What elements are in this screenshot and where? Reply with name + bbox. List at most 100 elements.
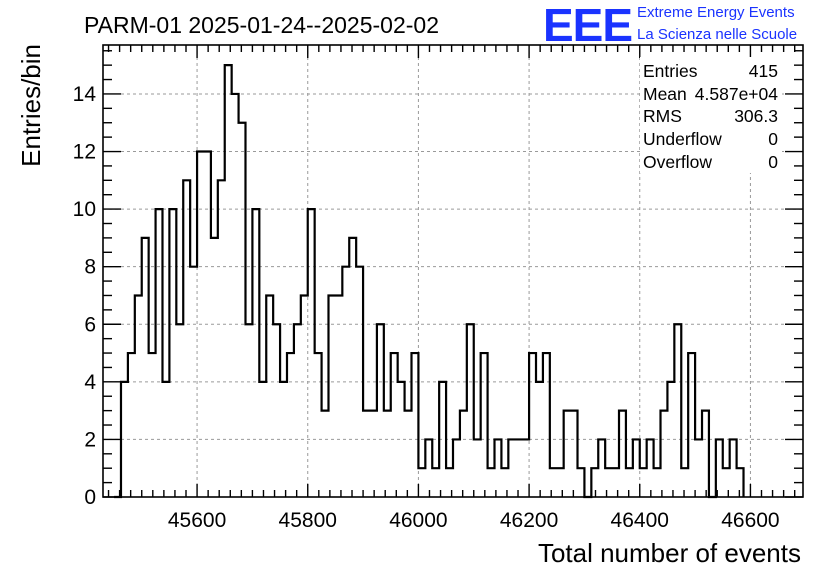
histogram-bin <box>564 411 571 497</box>
histogram-bin <box>508 439 515 497</box>
stat-overflow-value: 0 <box>768 152 778 172</box>
histogram-bin <box>273 324 280 497</box>
histogram-bin <box>453 439 460 497</box>
stat-entries-label: Entries <box>643 61 698 81</box>
histogram-bin <box>418 468 425 497</box>
histogram-bin <box>342 267 349 497</box>
logo-line-1: Extreme Energy Events <box>637 4 795 21</box>
histogram-bin <box>280 382 287 497</box>
histogram-bin <box>481 353 488 497</box>
y-tick-label: 14 <box>73 83 97 106</box>
stat-rms-value: 306.3 <box>734 106 778 126</box>
histogram-bin <box>356 267 363 497</box>
histogram-bin <box>142 238 149 497</box>
x-tick-label: 45800 <box>279 509 337 532</box>
histogram-bin <box>370 411 377 497</box>
stat-entries-value: 415 <box>749 61 778 81</box>
histogram-bin <box>197 152 204 497</box>
histogram-outline <box>114 64 745 499</box>
x-tick-label: 45600 <box>168 509 226 532</box>
histogram-bin <box>322 411 329 497</box>
histogram-bin <box>716 439 723 497</box>
histogram-bin <box>474 439 481 497</box>
y-tick-label: 0 <box>84 486 96 509</box>
histogram-bin <box>405 411 412 497</box>
histogram-bin <box>543 353 550 497</box>
histogram-bin <box>315 353 322 497</box>
histogram-bin <box>239 123 246 497</box>
stat-mean-value: 4.587e+04 <box>695 84 778 104</box>
histogram-bin <box>225 65 232 497</box>
histogram-bin <box>135 295 142 497</box>
stat-underflow-label: Underflow <box>643 129 722 149</box>
histogram-bin <box>149 353 156 497</box>
histogram-bin <box>460 411 467 497</box>
histogram-bin <box>349 238 356 497</box>
histogram-bin <box>495 439 502 497</box>
histogram-bin <box>190 267 197 497</box>
chart-title: PARM-01 2025-01-24--2025-02-02 <box>84 12 439 38</box>
x-tick-label: 46000 <box>389 509 447 532</box>
histogram-bin <box>598 439 605 497</box>
histogram-bin <box>702 411 709 497</box>
histogram-bin <box>128 353 135 497</box>
logo-mark: EEE <box>543 0 632 51</box>
logo-line-2: La Scienza nelle Scuole <box>637 26 797 43</box>
histogram-bin <box>425 439 432 497</box>
histogram-bin <box>335 295 342 497</box>
stat-overflow-label: Overflow <box>643 152 712 172</box>
histogram-bin <box>674 324 681 497</box>
histogram-bin <box>287 353 294 497</box>
histogram-bin <box>183 180 190 497</box>
y-tick-label: 6 <box>84 313 96 336</box>
histogram-bin <box>467 324 474 497</box>
histogram-bin <box>384 411 391 497</box>
histogram-bin <box>439 382 446 497</box>
histogram-bin <box>204 152 211 497</box>
y-tick-label: 4 <box>84 371 96 394</box>
histogram-bin <box>578 468 585 497</box>
histogram-bin <box>515 439 522 497</box>
histogram-bin <box>211 238 218 497</box>
x-tick-label: 46200 <box>500 509 558 532</box>
histogram-bin <box>398 382 405 497</box>
histogram-bin <box>328 295 335 497</box>
stats-box: Entries 415 Mean 4.587e+04 RMS 306.3 Und… <box>640 57 782 173</box>
histogram-bin <box>121 382 128 497</box>
y-tick-label: 8 <box>84 256 96 279</box>
x-tick-labels: 45600 45800 46000 46200 46400 46600 <box>168 509 780 532</box>
histogram-bin <box>363 411 370 497</box>
stat-mean-label: Mean <box>643 84 687 104</box>
eee-logo: EEE Extreme Energy Events La Scienza nel… <box>543 0 797 51</box>
histogram-bin <box>259 382 266 497</box>
histogram-bin <box>162 382 169 497</box>
histogram-bin <box>661 411 668 497</box>
histogram-bin <box>294 324 301 497</box>
histogram-bin <box>266 295 273 497</box>
y-tick-labels: 0 2 4 6 8 10 12 14 <box>73 83 97 509</box>
x-axis-label: Total number of events <box>538 538 801 568</box>
histogram-bin <box>529 353 536 497</box>
histogram-bin <box>176 324 183 497</box>
histogram-bin <box>633 439 640 497</box>
histogram-bin <box>695 439 702 497</box>
histogram-bin <box>654 468 661 497</box>
histogram-bin <box>301 295 308 497</box>
histogram-bin <box>488 468 495 497</box>
stats-box-background <box>640 57 782 173</box>
y-tick-label: 10 <box>73 198 96 221</box>
x-tick-label: 46600 <box>721 509 779 532</box>
y-tick-label: 12 <box>73 141 96 164</box>
histogram-bin <box>245 324 252 497</box>
histogram-bin <box>218 180 225 497</box>
histogram-bin <box>571 411 578 497</box>
histogram-bin <box>411 353 418 497</box>
histogram-bin <box>688 353 695 497</box>
y-axis-label: Entries/bin <box>16 44 46 167</box>
histogram-bin <box>156 209 163 497</box>
histogram-bin <box>647 439 654 497</box>
histogram-bin <box>536 382 543 497</box>
histogram-bin <box>667 382 674 497</box>
histogram-bin <box>640 468 647 497</box>
